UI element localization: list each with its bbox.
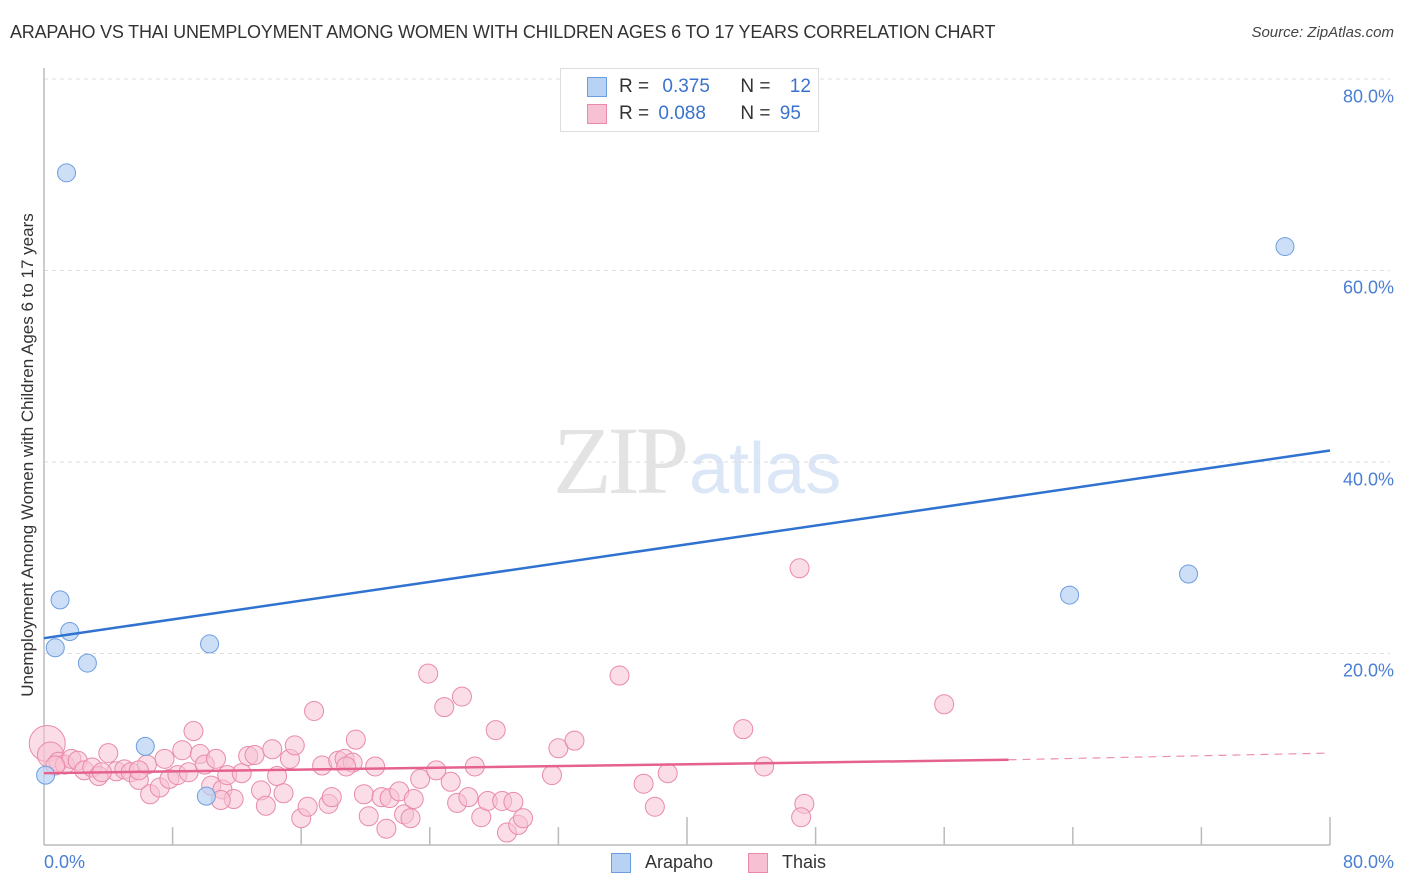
arapaho-point xyxy=(135,736,155,756)
arapaho-point xyxy=(45,638,65,658)
x-tick-max: 80.0% xyxy=(1342,852,1394,872)
thais-point xyxy=(304,700,325,721)
arapaho-point xyxy=(1179,564,1199,584)
arapaho-point xyxy=(50,590,70,610)
thais-point xyxy=(244,744,265,765)
legend-n-value: 95 xyxy=(779,103,801,124)
thais-point xyxy=(426,760,447,781)
legend-r-label: R = xyxy=(619,103,650,124)
thais-point xyxy=(345,729,366,750)
thais-point xyxy=(440,771,461,792)
thais-point xyxy=(336,756,357,777)
y-tick-40: 40.0% xyxy=(1342,469,1394,490)
axes xyxy=(43,68,1331,846)
thais-point xyxy=(358,806,379,827)
thais-point xyxy=(633,773,654,794)
arapaho-swatch-icon xyxy=(587,77,607,97)
thais-point xyxy=(183,721,204,742)
trend-lines xyxy=(43,449,1331,775)
zipatlas-watermark: ZIPatlas xyxy=(553,405,841,516)
legend-n-value: 12 xyxy=(789,76,811,97)
thais-point xyxy=(365,756,386,777)
arapaho-point xyxy=(200,634,220,654)
thais-point xyxy=(418,663,439,684)
source-label: Source: ZipAtlas.com xyxy=(1251,24,1394,41)
arapaho-swatch-icon xyxy=(611,852,631,873)
x-tick-min: 0.0% xyxy=(44,852,86,872)
y-axis-label: Unemployment Among Women with Children A… xyxy=(18,213,37,697)
arapaho-point xyxy=(57,163,77,183)
legend-row-arapaho: R = 0.375 N = 12 xyxy=(587,75,811,99)
thais-point xyxy=(273,783,294,804)
arapaho-point xyxy=(60,621,80,641)
thais-point xyxy=(609,665,630,686)
thais-points xyxy=(28,558,955,843)
bottom-legend-label: Thais xyxy=(782,852,827,872)
arapaho-point xyxy=(36,765,56,785)
thais-point xyxy=(403,789,424,810)
watermark-atlas: atlas xyxy=(689,429,842,509)
thais-point xyxy=(513,808,534,829)
thais-point xyxy=(297,796,318,817)
thais-point xyxy=(410,768,431,789)
thais-point xyxy=(485,720,506,741)
thais-point xyxy=(733,719,754,740)
thais-point xyxy=(754,756,775,777)
thais-point xyxy=(321,787,342,808)
thais-point xyxy=(548,738,569,759)
thais-point xyxy=(154,748,175,769)
thais-point xyxy=(353,784,374,805)
legend-r-label: R = xyxy=(619,76,650,97)
legend-row-thais: R = 0.088 N = 95 xyxy=(587,102,801,126)
watermark-zip: ZIP xyxy=(553,407,689,514)
y-tick-80: 80.0% xyxy=(1342,86,1394,107)
thais-point xyxy=(644,796,665,817)
correlation-legend: R = 0.375 N = 12 R = 0.088 N = 95 xyxy=(560,68,819,132)
bottom-legend-label: Arapaho xyxy=(645,852,714,872)
thais-point xyxy=(267,766,288,787)
y-tick-60: 60.0% xyxy=(1342,277,1394,298)
arapaho-trend-line xyxy=(43,449,1331,640)
thais-point xyxy=(206,748,227,769)
y-tick-20: 20.0% xyxy=(1342,660,1394,681)
arapaho-point xyxy=(1060,585,1080,605)
legend-n-label: N = xyxy=(740,103,771,124)
thais-point xyxy=(657,763,678,784)
legend-r-value: 0.088 xyxy=(658,103,706,124)
thais-point xyxy=(172,740,193,761)
thais-point xyxy=(128,760,149,781)
thais-point xyxy=(789,558,810,579)
thais-swatch-icon xyxy=(587,104,607,124)
thais-point xyxy=(791,807,812,828)
thais-point xyxy=(255,795,276,816)
thais-point xyxy=(503,791,524,812)
thais-point xyxy=(451,686,472,707)
thais-point xyxy=(434,697,455,718)
thais-point xyxy=(934,694,955,715)
thais-point xyxy=(564,730,585,751)
thais-point xyxy=(541,765,562,786)
thais-trend-extrapolation xyxy=(1008,752,1331,761)
thais-point xyxy=(262,739,283,760)
arapaho-points xyxy=(36,163,1295,806)
arapaho-point xyxy=(196,786,216,806)
arapaho-point xyxy=(1275,237,1295,257)
thais-trend-line xyxy=(43,758,1009,775)
thais-swatch-icon xyxy=(748,852,768,873)
thais-point xyxy=(231,763,252,784)
bottom-legend-thais[interactable]: Thais xyxy=(748,852,826,873)
arapaho-point xyxy=(77,653,97,673)
thais-point xyxy=(458,787,479,808)
legend-n-label: N = xyxy=(740,76,771,97)
chart-title: ARAPAHO VS THAI UNEMPLOYMENT AMONG WOMEN… xyxy=(10,22,996,42)
legend-r-value: 0.375 xyxy=(662,76,710,97)
thais-point xyxy=(98,743,119,764)
thais-point xyxy=(376,818,397,839)
bottom-legend-arapaho[interactable]: Arapaho xyxy=(611,852,713,873)
thais-point xyxy=(284,735,305,756)
thais-point xyxy=(400,808,421,829)
